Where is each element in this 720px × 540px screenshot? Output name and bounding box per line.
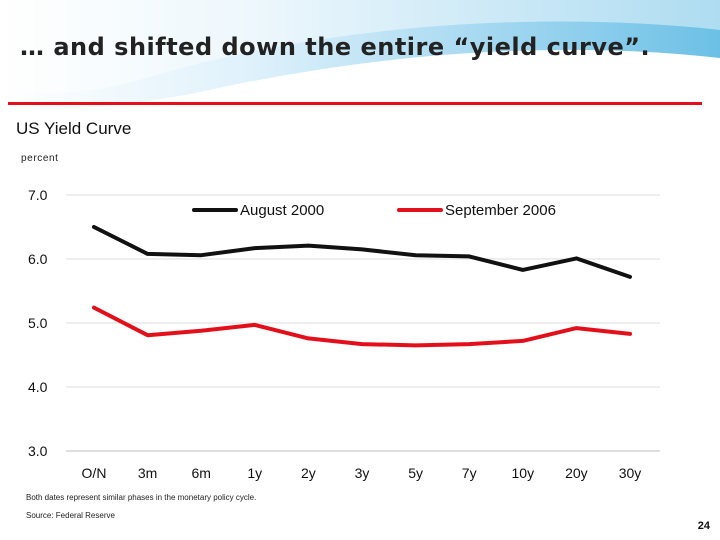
title-rule <box>8 102 702 105</box>
data-point <box>467 254 471 258</box>
legend-label: August 2000 <box>240 202 324 219</box>
data-point <box>521 268 525 272</box>
data-point <box>574 256 578 260</box>
x-tick-label: 2y <box>301 465 316 481</box>
data-point <box>306 244 310 248</box>
data-point <box>360 342 364 346</box>
x-tick-label: O/N <box>82 465 107 481</box>
data-point <box>628 332 632 336</box>
data-point <box>360 247 364 251</box>
data-point <box>146 252 150 256</box>
x-tick-label: 10y <box>512 465 535 481</box>
chart-title: US Yield Curve <box>16 119 132 138</box>
series-line-august-2000 <box>92 225 632 279</box>
x-tick-label: 20y <box>565 465 588 481</box>
x-tick-label: 7y <box>462 465 477 481</box>
data-point <box>521 339 525 343</box>
x-tick-label: 1y <box>247 465 262 481</box>
data-point <box>414 343 418 347</box>
slide-title: … and shifted down the entire “yield cur… <box>20 33 651 61</box>
source-note: Source: Federal Reserve <box>26 511 115 520</box>
y-tick-label: 5.0 <box>28 315 48 331</box>
x-tick-label: 6m <box>191 465 210 481</box>
page-number: 24 <box>697 520 710 532</box>
data-point <box>199 329 203 333</box>
data-point <box>92 225 96 229</box>
data-point <box>628 275 632 279</box>
data-point <box>306 336 310 340</box>
data-point <box>92 306 96 310</box>
data-point <box>253 246 257 250</box>
y-tick-label: 4.0 <box>28 379 48 395</box>
legend-label: September 2006 <box>445 202 556 219</box>
x-tick-label: 30y <box>619 465 642 481</box>
y-tick-label: 3.0 <box>28 443 48 459</box>
data-point <box>199 253 203 257</box>
data-point <box>253 323 257 327</box>
y-tick-label: 6.0 <box>28 251 48 267</box>
y-axis-unit-label: percent <box>21 153 59 164</box>
x-tick-label: 3m <box>138 465 157 481</box>
chart-note: Both dates represent similar phases in t… <box>26 493 257 502</box>
x-tick-label: 5y <box>408 465 423 481</box>
x-tick-label: 3y <box>355 465 370 481</box>
y-tick-label: 7.0 <box>28 187 48 203</box>
data-point <box>467 342 471 346</box>
data-point <box>414 253 418 257</box>
data-point <box>574 326 578 330</box>
data-point <box>146 333 150 337</box>
series-line-september-2006 <box>92 305 632 348</box>
